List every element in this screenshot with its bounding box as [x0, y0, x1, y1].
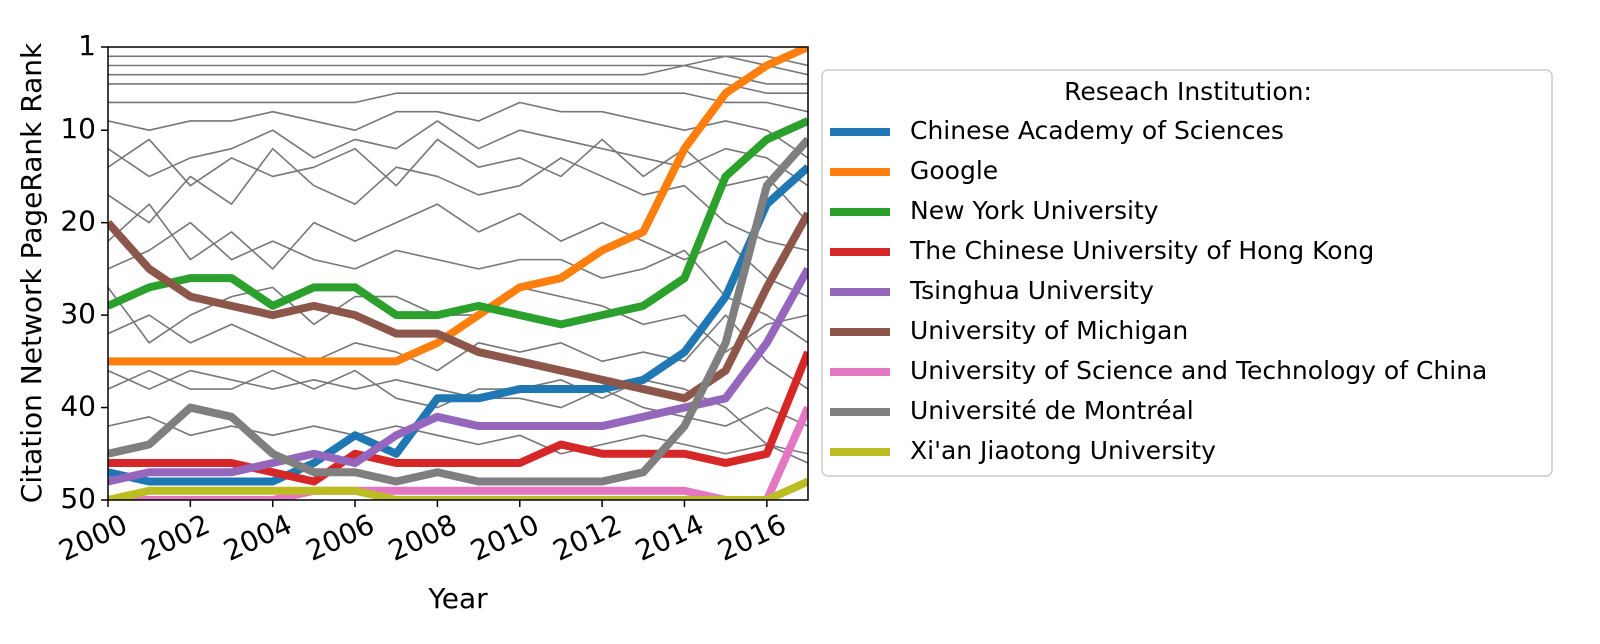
x-tick-label: 2008 — [383, 508, 462, 568]
x-tick-label: 2006 — [301, 508, 380, 568]
x-tick-label: 2014 — [630, 508, 709, 568]
y-tick-label: 1 — [78, 29, 96, 62]
legend-label: New York University — [910, 196, 1159, 225]
series-line — [108, 136, 808, 486]
background-line — [108, 286, 808, 353]
y-tick-label: 40 — [60, 390, 96, 423]
background-line — [108, 138, 808, 224]
background-line — [108, 64, 808, 85]
x-tick-label: 2000 — [54, 508, 133, 568]
plot-frame — [107, 46, 809, 501]
legend-label: Université de Montréal — [910, 396, 1194, 425]
background-line — [108, 101, 808, 159]
y-tick-label: 30 — [60, 297, 96, 330]
legend-title: Reseach Institution: — [1064, 77, 1312, 106]
series-line — [108, 164, 808, 486]
series-line — [108, 350, 808, 486]
series-line — [108, 117, 808, 329]
legend-label: University of Michigan — [910, 316, 1188, 345]
series-line — [108, 477, 808, 500]
y-tick-label: 50 — [60, 482, 96, 515]
legend-label: Tsinghua University — [909, 276, 1154, 305]
background-line — [108, 203, 808, 298]
x-tick-label: 2016 — [713, 508, 792, 568]
background-line — [108, 120, 808, 187]
x-tick-label: 2002 — [136, 508, 215, 568]
series-line — [108, 47, 808, 366]
y-axis-label: Citation Network PageRank Rank — [15, 42, 48, 503]
background-line — [108, 55, 808, 67]
legend-label: The Chinese University of Hong Kong — [909, 236, 1374, 265]
x-tick-label: 2004 — [219, 508, 298, 568]
legend-label: Xi'an Jiaotong University — [910, 436, 1216, 465]
plot — [108, 47, 808, 500]
legend-label: University of Science and Technology of … — [910, 356, 1487, 385]
legend-box — [821, 69, 1553, 477]
series-line — [108, 211, 808, 403]
background-line — [108, 83, 808, 95]
legend-label: Chinese Academy of Sciences — [910, 116, 1284, 145]
x-axis-label: Year — [427, 582, 488, 615]
background-line — [108, 92, 808, 113]
background-line — [108, 55, 808, 76]
background-line — [108, 314, 808, 390]
background-line — [108, 147, 808, 252]
y-tick-label: 20 — [60, 205, 96, 238]
x-tick-label: 2012 — [548, 508, 627, 568]
y-tick-label: 10 — [60, 112, 96, 145]
series-line — [108, 405, 808, 500]
background-line — [108, 415, 808, 464]
x-tick-label: 2010 — [466, 508, 545, 568]
legend-label: Google — [910, 156, 998, 185]
